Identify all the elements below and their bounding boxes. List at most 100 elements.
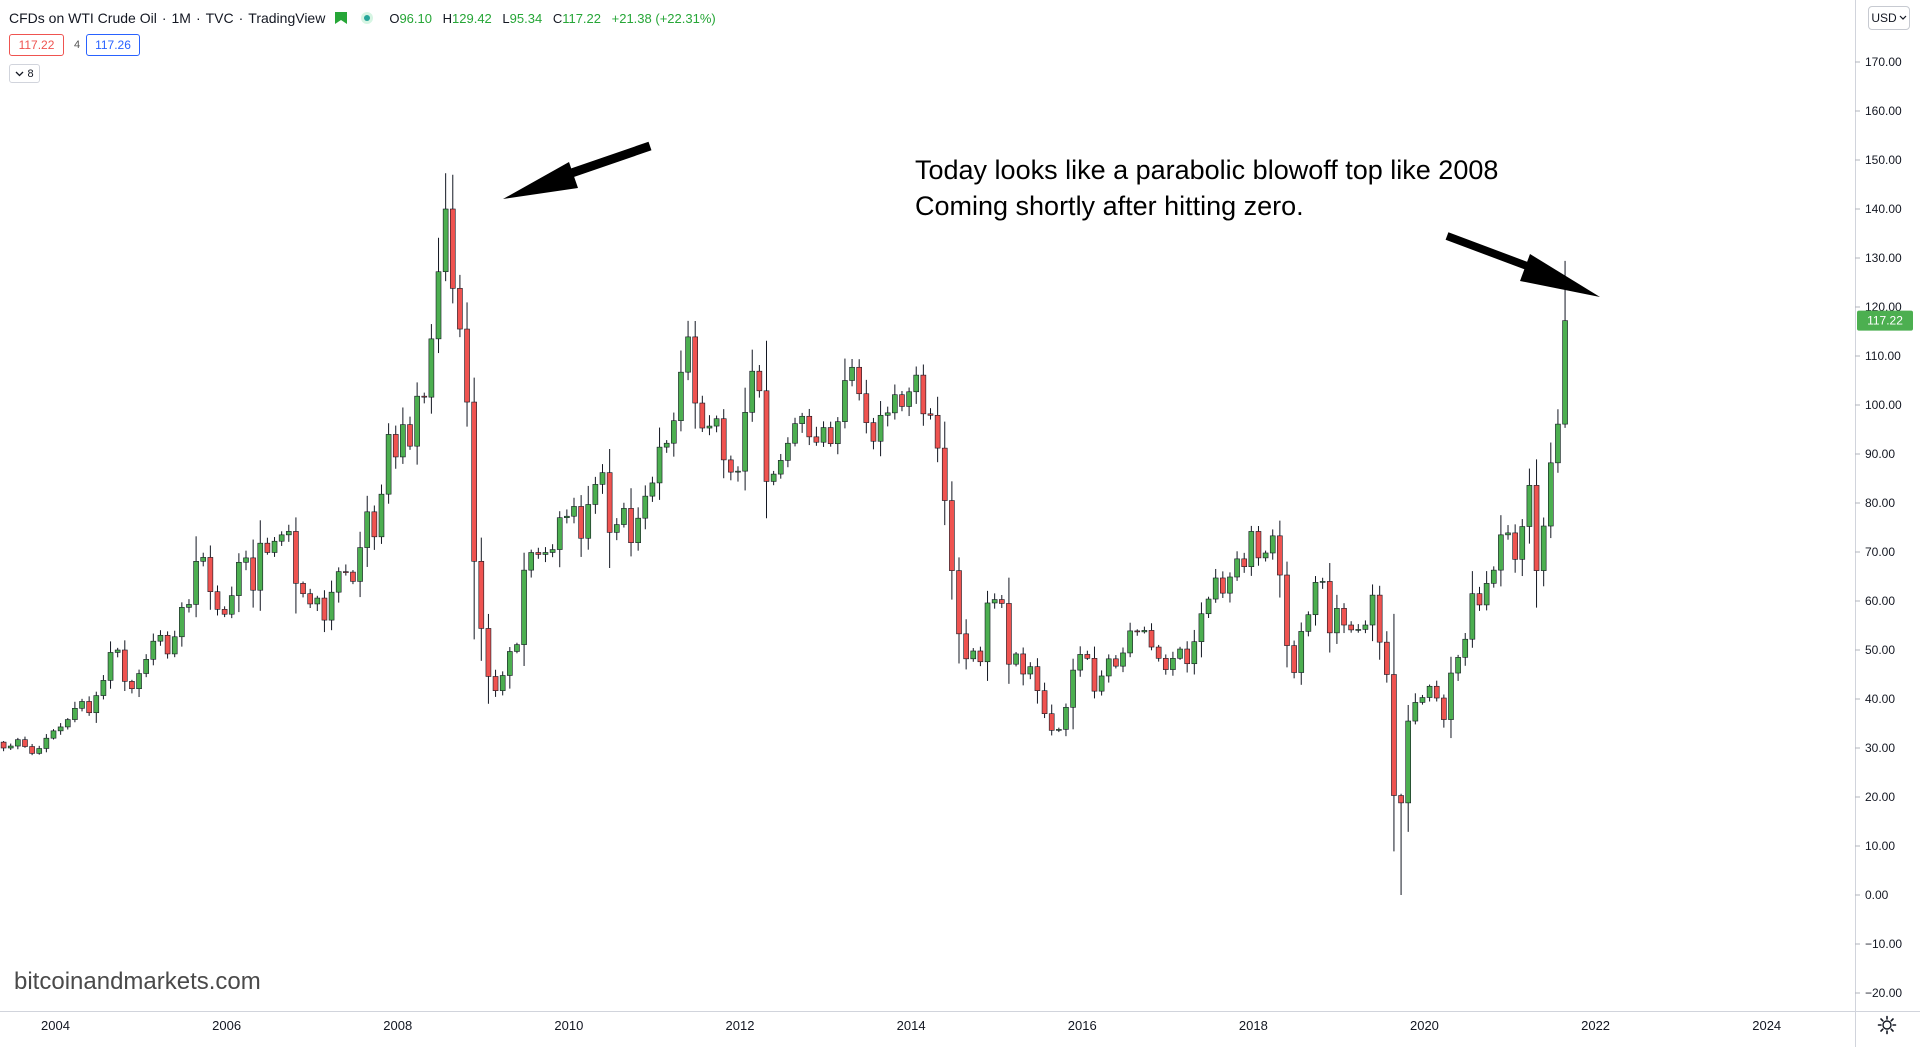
candle-body (699, 402, 706, 429)
candle (656, 427, 663, 500)
candle (956, 557, 962, 664)
candle-body (1469, 593, 1476, 640)
candle (136, 669, 142, 698)
currency-selector[interactable]: USD (1868, 6, 1910, 30)
symbol-name[interactable]: CFDs on WTI Crude Oil (9, 10, 157, 26)
current-price-label: 117.22 (1867, 314, 1903, 328)
candle (1255, 525, 1262, 566)
chart-annotation-text[interactable]: Today looks like a parabolic blowoff top… (915, 152, 1498, 224)
candle-body (528, 552, 535, 571)
candle (350, 570, 356, 585)
candle (335, 567, 342, 603)
candle-body (1191, 641, 1198, 665)
candle-body (1177, 648, 1183, 659)
candle (1476, 586, 1483, 611)
candle (777, 453, 784, 479)
candle-body (849, 366, 855, 381)
candle (1155, 644, 1162, 662)
candle-body (1362, 624, 1369, 630)
candle-body (499, 675, 506, 691)
candle (970, 648, 977, 662)
candle (243, 550, 249, 571)
candle (1533, 459, 1540, 608)
price-tick-label: 10.00 (1865, 839, 1895, 853)
candle (364, 495, 371, 567)
price-tick-label: 0.00 (1865, 888, 1889, 902)
annotation-line-2: Coming shortly after hitting zero. (915, 191, 1304, 221)
candle-body (678, 371, 684, 421)
price-tick-label: −10.00 (1865, 937, 1902, 951)
price-axis[interactable]: 170.00 160.00 150.00 140.00 130.00 120.00 110.… (1855, 55, 1902, 1000)
candle (1433, 680, 1440, 702)
candle-body (777, 460, 784, 475)
candle (1098, 670, 1105, 696)
candle (1555, 409, 1561, 473)
candle-body (571, 506, 577, 517)
candle-body (300, 583, 306, 594)
candle-body (57, 726, 64, 732)
candle (471, 377, 477, 640)
legend-separator: · (238, 10, 244, 26)
candle-body (193, 561, 199, 605)
time-tick-label: 2020 (1410, 1018, 1439, 1033)
candle (720, 409, 727, 479)
candle (499, 671, 506, 696)
candle (442, 173, 449, 282)
candle-body (143, 659, 149, 674)
candle-body (1284, 574, 1290, 646)
candle (72, 701, 78, 723)
candle (1426, 684, 1433, 702)
candle-body (64, 719, 71, 728)
candle (1056, 727, 1062, 733)
candle (107, 641, 114, 689)
flag-icon[interactable] (335, 12, 348, 24)
candle (735, 466, 741, 482)
candle-body (293, 531, 299, 584)
buy-price-button[interactable]: 117.26 (86, 34, 140, 56)
candle (114, 647, 121, 658)
arrow-2008-top[interactable] (503, 141, 652, 199)
candle (428, 324, 435, 414)
candle-body (549, 549, 556, 553)
interval-label[interactable]: 1M (171, 10, 191, 26)
candle (1191, 629, 1198, 675)
indicators-count: 8 (27, 67, 34, 80)
candle (1020, 647, 1026, 686)
candle (713, 415, 720, 433)
time-tick-label: 2006 (212, 1018, 241, 1033)
time-tick-label: 2024 (1752, 1018, 1781, 1033)
sell-price-button[interactable]: 117.22 (9, 34, 64, 56)
time-axis[interactable]: 2004 2006 2008 2010 2012 2014 2016 2018 2020 2022… (41, 1018, 1781, 1033)
candle (1170, 651, 1176, 676)
candle (93, 691, 100, 723)
time-tick-label: 2004 (41, 1018, 70, 1033)
arrow-2022-top[interactable] (1445, 232, 1600, 297)
open-value: 96.10 (399, 10, 432, 26)
candle-body (1234, 558, 1240, 578)
candle-body (314, 597, 321, 605)
candle-body (435, 271, 442, 340)
candle-body (991, 599, 998, 604)
candle (549, 544, 556, 558)
gear-icon[interactable] (1876, 1014, 1898, 1036)
candle (1355, 624, 1362, 633)
candle (1384, 631, 1390, 683)
candle-body (1077, 654, 1084, 671)
candle (285, 524, 292, 542)
candle-body (1533, 485, 1540, 571)
candle-body (998, 599, 1005, 604)
price-tick-label: 140.00 (1865, 202, 1902, 216)
candle-body (221, 609, 228, 615)
candle (357, 531, 363, 598)
candle (421, 392, 428, 404)
candle (1212, 568, 1219, 603)
candle-body (1426, 685, 1433, 698)
candle-body (556, 517, 563, 550)
candle-body (1084, 654, 1091, 659)
candle (671, 412, 677, 457)
candle (122, 640, 128, 692)
candle (613, 518, 620, 541)
indicators-collapse-button[interactable]: 8 (9, 64, 40, 83)
candle (1298, 622, 1305, 685)
